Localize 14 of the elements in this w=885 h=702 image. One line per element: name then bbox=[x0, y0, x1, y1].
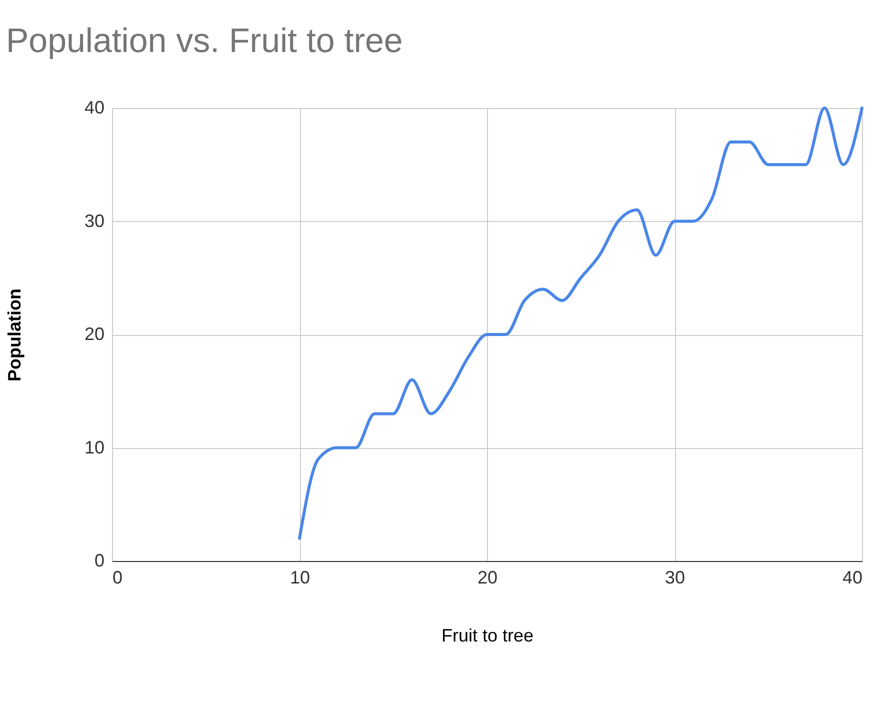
chart-title: Population vs. Fruit to tree bbox=[6, 22, 403, 60]
x-tick-label: 20 bbox=[477, 568, 498, 588]
x-tick-label: 40 bbox=[842, 568, 862, 588]
x-tick-label: 0 bbox=[112, 568, 123, 588]
line-series bbox=[298, 106, 864, 540]
y-tick-label: 40 bbox=[84, 98, 104, 118]
y-axis-title: Population bbox=[4, 288, 24, 382]
x-tick-label: 30 bbox=[664, 568, 686, 588]
x-axis-title: Fruit to tree bbox=[441, 626, 534, 646]
y-tick-label: 30 bbox=[84, 210, 104, 231]
y-tick-label: 10 bbox=[84, 437, 104, 458]
y-tick-label: 0 bbox=[94, 550, 104, 570]
x-tick-label: 10 bbox=[290, 568, 310, 588]
y-tick-label: 20 bbox=[84, 324, 104, 344]
